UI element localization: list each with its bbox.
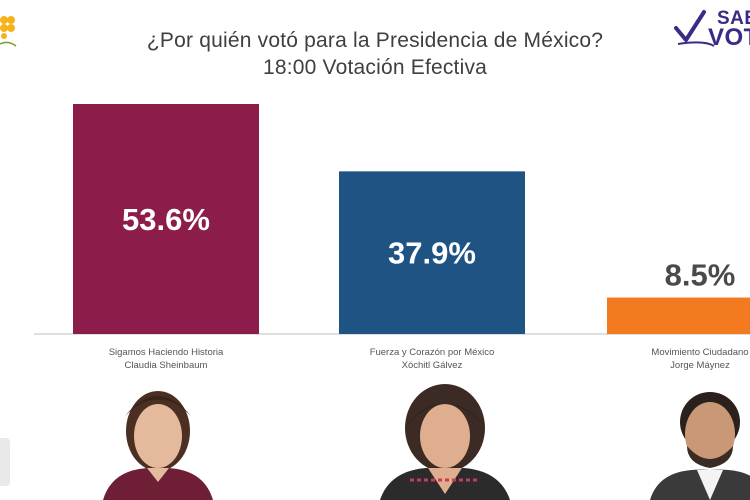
brand-line1: SAB [717,8,750,29]
candidate-portrait-1 [103,391,213,500]
logo-left-icon [0,16,17,47]
category-label-2-2: Xóchitl Gálvez [402,360,463,371]
value-label-1: 53.6% [122,202,210,237]
scroll-edge [0,438,10,486]
chart-subtitle: 18:00 Votación Efectiva [262,56,488,79]
category-label-3-2: Jorge Máynez [670,360,730,371]
value-label-3: 8.5% [665,258,736,293]
category-label-1-2: Claudia Sheinbaum [125,360,208,371]
chart-title: ¿Por quién votó para la Presidencia de M… [146,29,604,52]
bar-1 [73,104,259,334]
candidate-portrait-3 [650,392,750,500]
bar-2 [339,171,525,334]
bar-3 [607,297,750,334]
brand-line2: VOTA [708,24,750,51]
value-label-2: 37.9% [388,236,476,271]
category-label-3-1: Movimiento Ciudadano [651,347,748,358]
brand-check-icon [674,10,715,47]
category-label-2-1: Fuerza y Corazón por México [370,347,495,358]
candidate-portrait-2 [380,384,510,500]
category-label-1-1: Sigamos Haciendo Historia [109,347,224,358]
